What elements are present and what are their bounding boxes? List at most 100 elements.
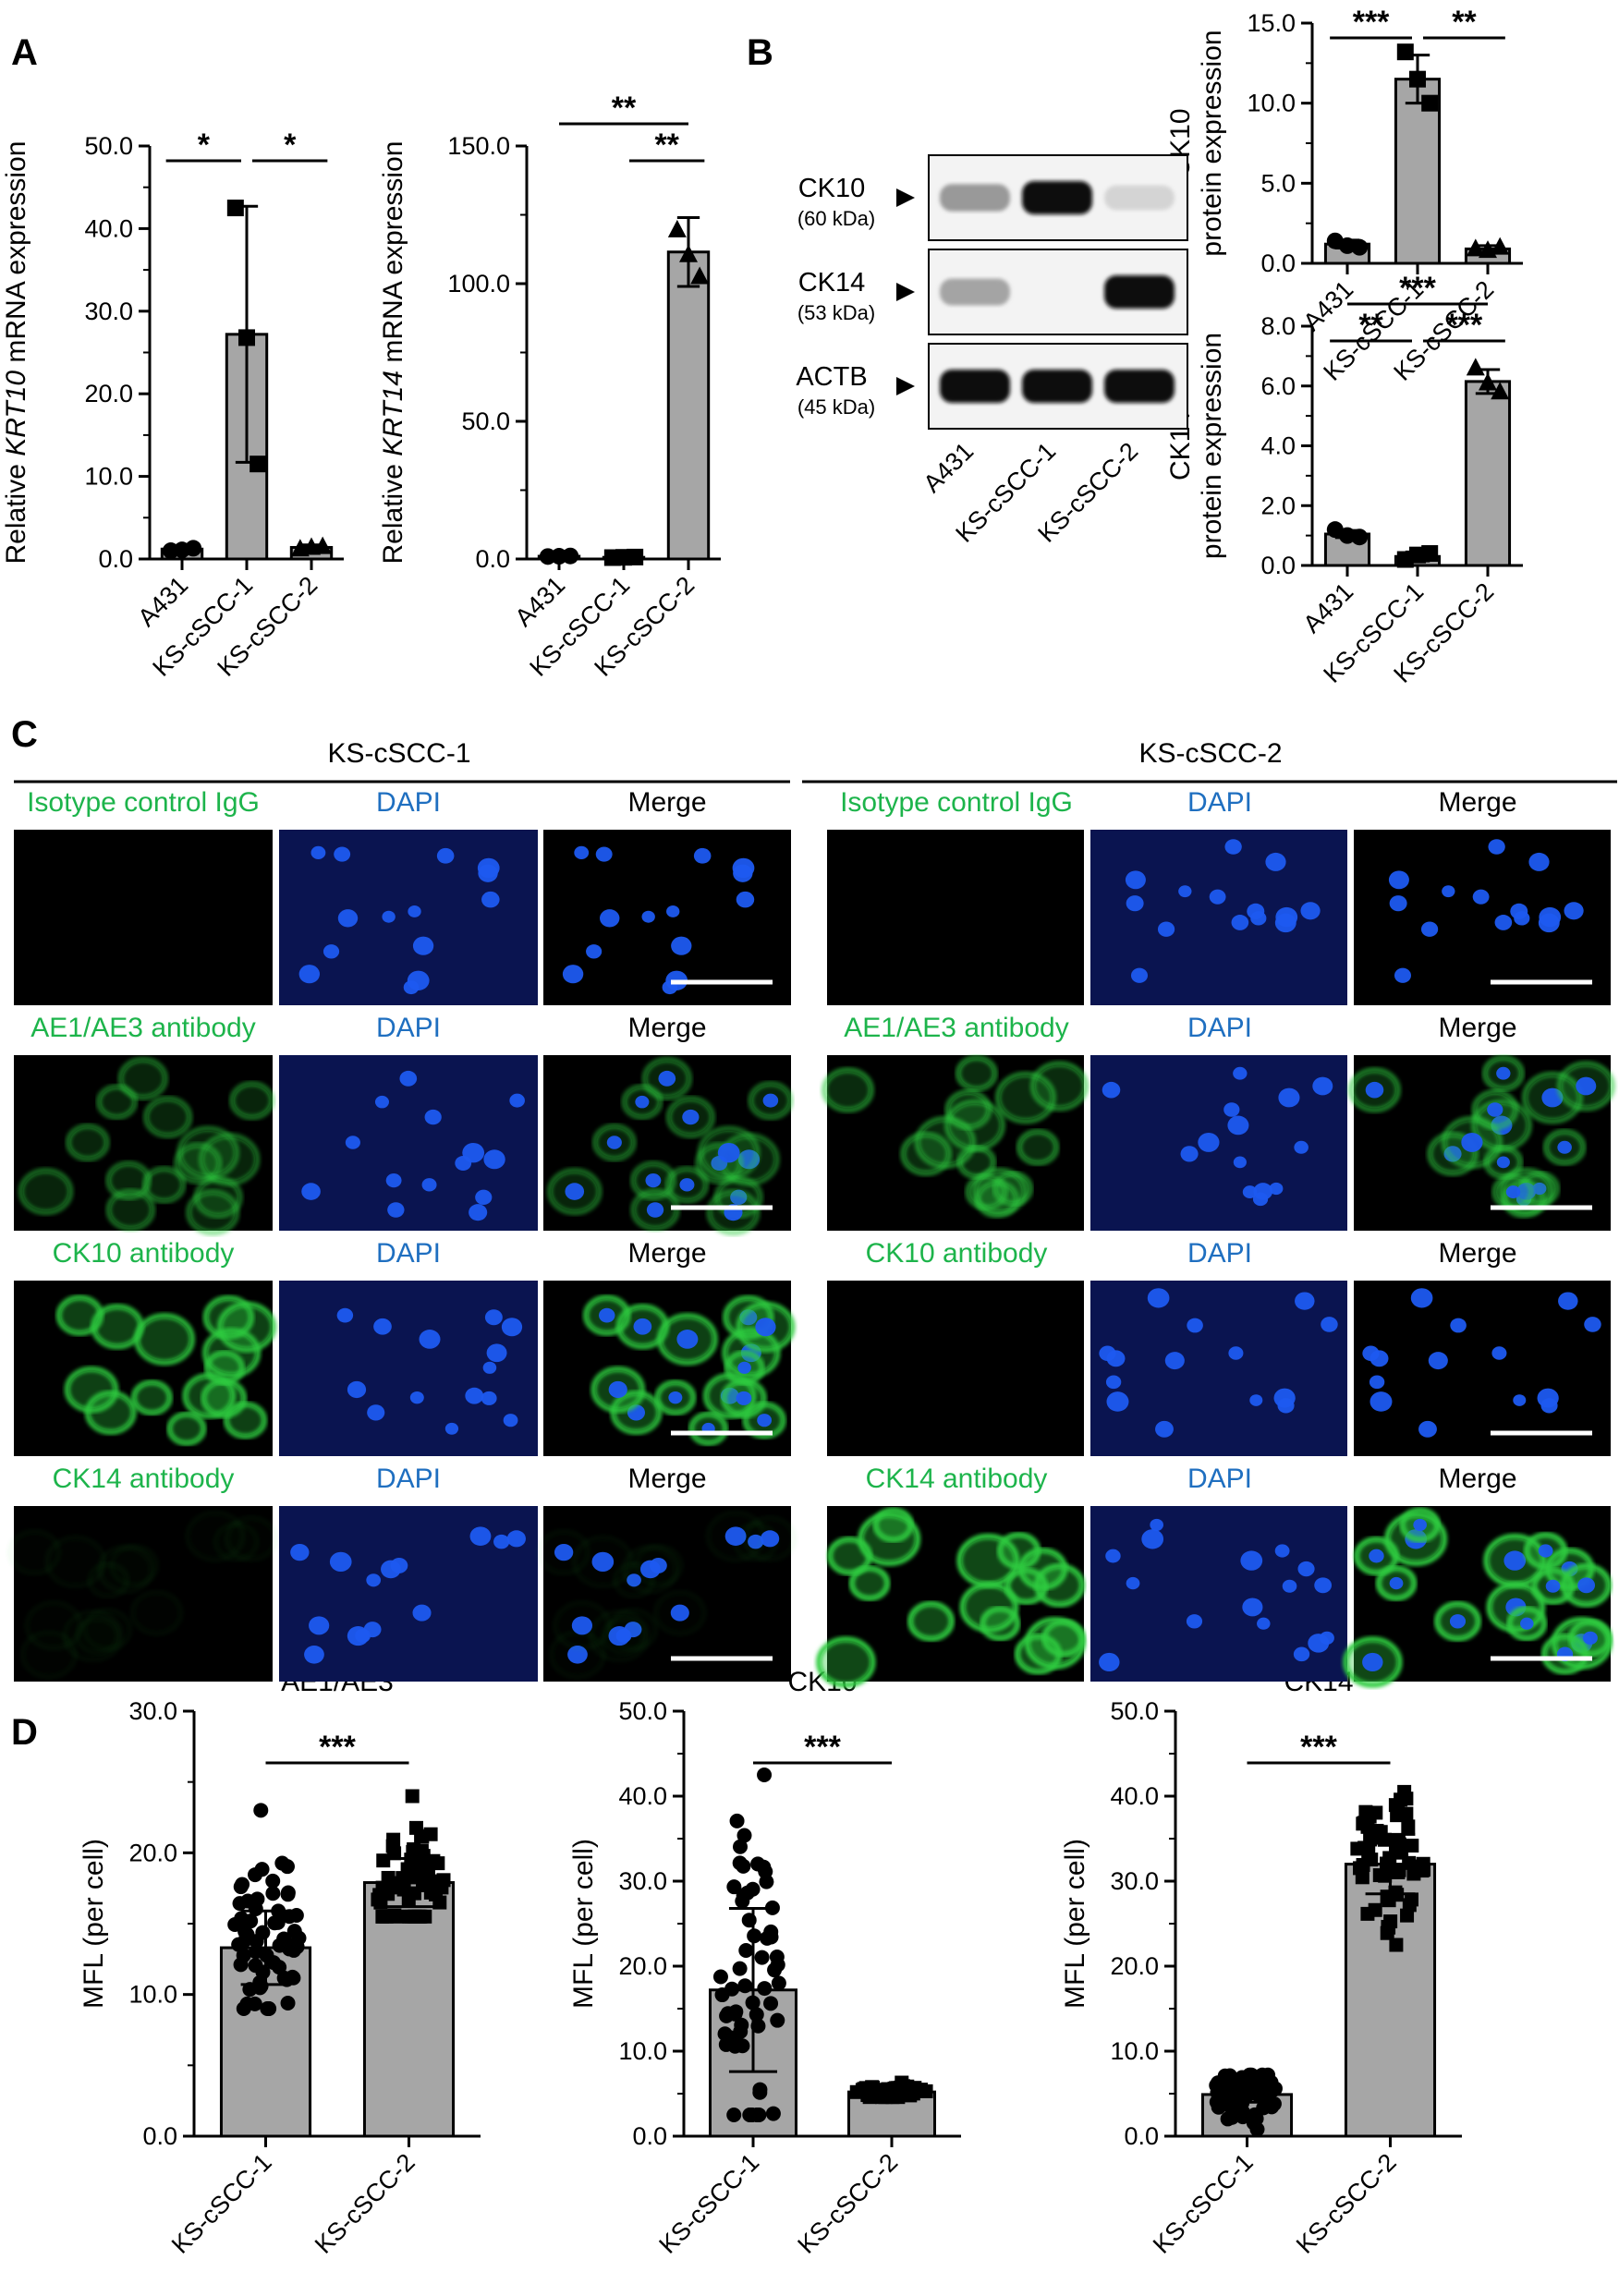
y-axis-label-gene: KRT14 xyxy=(378,371,408,456)
nucleus xyxy=(1253,1183,1273,1200)
dapi-label: DAPI xyxy=(376,1013,441,1043)
data-point xyxy=(254,1862,270,1877)
dapi-label: DAPI xyxy=(1187,1464,1252,1494)
cytoplasm-signal xyxy=(224,1401,268,1440)
cytoplasm-signal xyxy=(185,1510,246,1562)
nucleus xyxy=(1233,1066,1248,1080)
nucleus xyxy=(1242,1185,1258,1199)
data-point xyxy=(1391,1865,1406,1879)
cytoplasm-signal xyxy=(186,1189,240,1236)
nucleus xyxy=(484,1309,503,1326)
nucleus xyxy=(1231,915,1249,930)
cytoplasm-fill xyxy=(110,1193,152,1227)
cytoplasm-signal xyxy=(202,1328,262,1379)
cytoplasm-fill xyxy=(227,1405,263,1435)
data-point xyxy=(724,1981,740,1997)
y-axis-label: Relative KRT10 mRNA expression xyxy=(1,141,31,565)
band-name: ACTB xyxy=(796,362,867,392)
nucleus xyxy=(509,1093,525,1108)
data-point xyxy=(732,1855,748,1871)
cytoplasm-signal xyxy=(177,1125,240,1180)
cytoplasm-fill xyxy=(68,1370,115,1409)
nucleus xyxy=(635,1095,650,1109)
green-channel-image xyxy=(827,830,1084,1005)
nucleus xyxy=(1584,1317,1601,1332)
nucleus xyxy=(639,1560,661,1579)
y-tick-label: 50.0 xyxy=(1110,1697,1159,1725)
data-point xyxy=(280,1885,296,1901)
data-point xyxy=(895,2081,909,2096)
nucleus xyxy=(565,1183,585,1200)
cytoplasm-signal xyxy=(900,1131,952,1176)
y-tick-label: 40.0 xyxy=(84,214,133,242)
cytoplasm-fill xyxy=(1034,1065,1084,1107)
cytoplasm-signal xyxy=(1434,1600,1481,1642)
cytoplasm-fill xyxy=(49,1540,102,1584)
blot-band xyxy=(940,278,1010,306)
data-point xyxy=(1339,237,1356,254)
nucleus xyxy=(693,847,712,864)
y-tick-label: 20.0 xyxy=(1110,1952,1159,1980)
nucleus xyxy=(1257,1617,1271,1630)
cytoplasm-signal xyxy=(610,1390,663,1435)
data-point xyxy=(386,1832,401,1847)
cytoplasm-signal xyxy=(536,1528,591,1576)
dapi-label: DAPI xyxy=(1187,1238,1252,1269)
y-axis-label-prefix: Relative xyxy=(1,456,31,565)
y-tick-label: 10.0 xyxy=(618,2037,667,2065)
cytoplasm-fill xyxy=(1020,1133,1055,1162)
nucleus xyxy=(1297,1561,1315,1577)
cytoplasm-signal xyxy=(907,1600,955,1642)
cytoplasm-signal xyxy=(652,1589,707,1636)
x-tick-label: KS-cSCC-1 xyxy=(1148,2148,1259,2259)
blot-band xyxy=(940,184,1010,212)
merge-label: Merge xyxy=(627,1464,706,1494)
cytoplasm-fill xyxy=(1001,1536,1037,1566)
data-point xyxy=(712,1969,728,1985)
nucleus xyxy=(736,891,755,908)
cytoplasm-fill xyxy=(911,1605,951,1637)
nucleus xyxy=(462,1142,485,1163)
data-point xyxy=(741,1913,757,1928)
data-point xyxy=(749,2007,764,2023)
data-point xyxy=(233,1957,249,1973)
cytoplasm-signal xyxy=(1375,1565,1418,1601)
data-point xyxy=(763,1929,779,1945)
nucleus xyxy=(381,1560,401,1579)
data-point xyxy=(769,1950,785,1965)
nucleus xyxy=(1321,1317,1338,1332)
dapi-channel-image xyxy=(279,1281,538,1456)
nucleus xyxy=(412,1604,432,1622)
nucleus xyxy=(1558,1292,1578,1310)
significance-label: *** xyxy=(804,1730,841,1765)
cytoplasm-signal xyxy=(955,1054,998,1092)
cytoplasm-fill xyxy=(135,1383,169,1412)
y-axis-label-prefix: Relative xyxy=(378,456,408,565)
band-name: CK14 xyxy=(798,268,866,298)
cytoplasm-fill xyxy=(826,1072,870,1109)
nucleus xyxy=(645,1173,662,1188)
nucleus xyxy=(608,1626,630,1646)
y-tick-label: 30.0 xyxy=(1110,1867,1159,1895)
data-point xyxy=(226,200,244,217)
y-axis-label: MFL (per cell) xyxy=(79,1839,109,2009)
data-point xyxy=(745,1881,761,1897)
nucleus xyxy=(334,846,351,862)
nucleus xyxy=(1312,1076,1333,1096)
x-tick-label: KS-cSCC-1 xyxy=(653,2148,764,2259)
nucleus xyxy=(608,1380,627,1399)
bar xyxy=(1464,380,1512,567)
y-tick-label: 20.0 xyxy=(84,380,133,407)
data-point xyxy=(1368,1902,1382,1917)
nucleus xyxy=(298,965,321,984)
nucleus xyxy=(646,1202,664,1218)
data-point xyxy=(738,1943,754,1959)
merge-label: Merge xyxy=(627,1238,706,1269)
nucleus xyxy=(503,1414,518,1427)
cytoplasm-signal xyxy=(129,1589,184,1636)
nucleus xyxy=(1528,852,1550,871)
nucleus xyxy=(481,891,500,908)
nucleus xyxy=(679,1178,695,1192)
cytoplasm-signal xyxy=(1498,1167,1554,1216)
y-tick-label: 100.0 xyxy=(447,270,510,298)
